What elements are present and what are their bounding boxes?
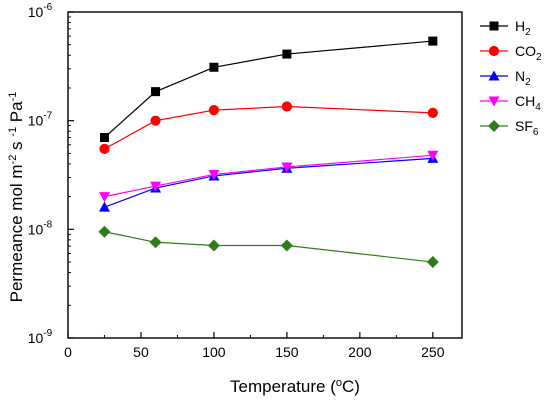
x-tick-label: 50 [133, 344, 149, 360]
x-axis: 0 50 100 150 200 250 [64, 332, 445, 360]
x-tick-label: 150 [275, 344, 299, 360]
y-axis: 10-9 10-8 10-7 10-6 [28, 2, 74, 346]
legend-marker [488, 45, 500, 57]
plot-frame [67, 11, 463, 339]
series-co2 [99, 101, 438, 154]
data-point [427, 107, 438, 118]
legend-marker [488, 96, 500, 107]
data-point [98, 225, 111, 238]
y-tick-label: 10-7 [28, 111, 53, 129]
data-point [98, 192, 110, 203]
legend-item-n2: N2 [480, 68, 531, 88]
legend-item-co2: CO2 [480, 43, 542, 63]
data-point [282, 49, 292, 59]
series-line [104, 105, 433, 150]
data-point [281, 101, 292, 112]
legend: H2 CO2 N2 CH4 SF6 [480, 18, 542, 138]
x-tick-label: 100 [202, 344, 226, 360]
data-point [208, 105, 220, 116]
series-layer [98, 36, 439, 269]
plot-area [67, 11, 463, 339]
data-point [281, 162, 293, 173]
legend-marker [488, 120, 500, 132]
legend-label: N2 [515, 68, 531, 88]
data-point [428, 36, 438, 46]
legend-label: CO2 [515, 43, 542, 63]
series-h2 [99, 36, 438, 142]
svg-text:Permeance mol m-2 s -1 Pa-1: Permeance mol m-2 s -1 Pa-1 [7, 92, 26, 303]
legend-marker [489, 21, 499, 31]
legend-label: H2 [515, 18, 531, 38]
legend-marker [488, 70, 500, 81]
data-point [151, 87, 161, 97]
legend-item-ch4: CH4 [480, 93, 541, 113]
legend-label: SF6 [515, 118, 539, 138]
y-tick-label: 10-8 [28, 219, 53, 237]
data-point [98, 201, 110, 212]
data-point [99, 143, 110, 154]
legend-item-sf6: SF6 [480, 118, 539, 138]
series-n2 [98, 152, 439, 212]
data-point [149, 236, 162, 249]
data-point [99, 132, 109, 142]
x-tick-label: 200 [348, 344, 372, 360]
legend-label: CH4 [515, 93, 541, 113]
x-tick-label: 250 [421, 344, 445, 360]
data-point [280, 239, 293, 252]
series-ch4 [98, 150, 439, 203]
data-point [208, 169, 220, 180]
x-axis-label: Temperature (oC) [230, 377, 360, 396]
data-point [426, 256, 439, 269]
y-tick-label: 10-9 [28, 328, 53, 346]
series-line [104, 231, 433, 263]
legend-item-h2: H2 [480, 18, 531, 38]
data-point [207, 239, 220, 252]
data-point [209, 62, 219, 72]
data-point [427, 150, 439, 161]
data-point [150, 115, 161, 126]
y-tick-label: 10-6 [28, 2, 53, 20]
y-axis-label: Permeance mol m-2 s -1 Pa-1 [7, 92, 26, 303]
x-tick-label: 0 [64, 344, 72, 360]
series-sf6 [98, 225, 439, 269]
data-point [150, 181, 162, 192]
